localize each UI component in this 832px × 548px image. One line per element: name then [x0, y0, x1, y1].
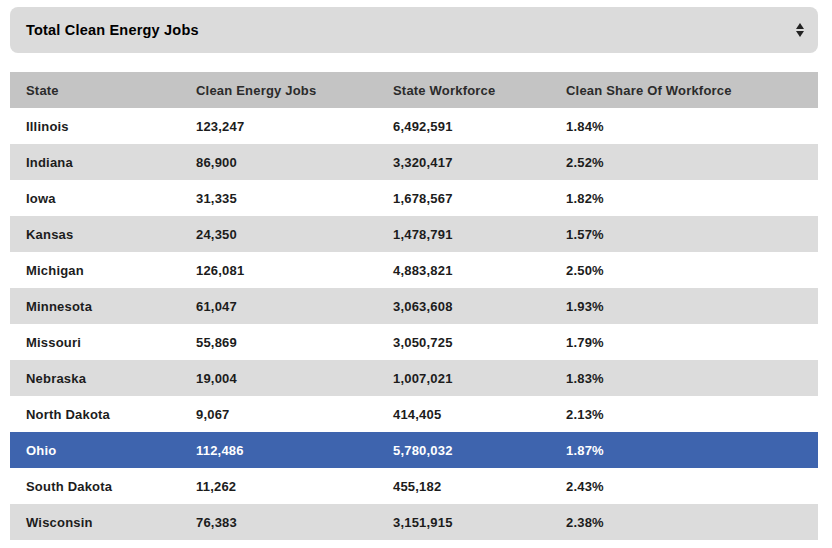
- cell-share: 2.38%: [550, 515, 818, 530]
- cell-workforce: 3,151,915: [377, 515, 550, 530]
- cell-jobs: 9,067: [180, 407, 377, 422]
- cell-state: Missouri: [10, 335, 180, 350]
- table-row[interactable]: Missouri55,8693,050,7251.79%: [10, 324, 818, 360]
- column-header-share: Clean Share Of Workforce: [550, 83, 818, 98]
- table-row[interactable]: Nebraska19,0041,007,0211.83%: [10, 360, 818, 396]
- metric-select[interactable]: Total Clean Energy Jobs: [10, 7, 818, 53]
- cell-share: 2.52%: [550, 155, 818, 170]
- cell-share: 2.13%: [550, 407, 818, 422]
- cell-jobs: 55,869: [180, 335, 377, 350]
- table-row[interactable]: North Dakota9,067414,4052.13%: [10, 396, 818, 432]
- cell-workforce: 1,007,021: [377, 371, 550, 386]
- cell-jobs: 11,262: [180, 479, 377, 494]
- table-header-row: State Clean Energy Jobs State Workforce …: [10, 72, 818, 108]
- cell-workforce: 3,050,725: [377, 335, 550, 350]
- cell-workforce: 1,678,567: [377, 191, 550, 206]
- cell-state: North Dakota: [10, 407, 180, 422]
- cell-share: 1.87%: [550, 443, 818, 458]
- table-row[interactable]: Kansas24,3501,478,7911.57%: [10, 216, 818, 252]
- cell-workforce: 4,883,821: [377, 263, 550, 278]
- metric-select-value: Total Clean Energy Jobs: [26, 22, 199, 38]
- select-spinner-icon: [796, 23, 804, 37]
- table-row[interactable]: South Dakota11,262455,1822.43%: [10, 468, 818, 504]
- cell-state: Ohio: [10, 443, 180, 458]
- cell-share: 2.50%: [550, 263, 818, 278]
- table-row[interactable]: Iowa31,3351,678,5671.82%: [10, 180, 818, 216]
- cell-state: South Dakota: [10, 479, 180, 494]
- state-jobs-table: State Clean Energy Jobs State Workforce …: [10, 72, 818, 540]
- column-header-state: State: [10, 83, 180, 98]
- table-body: Illinois123,2476,492,5911.84%Indiana86,9…: [10, 108, 818, 540]
- table-row[interactable]: Minnesota61,0473,063,6081.93%: [10, 288, 818, 324]
- cell-state: Wisconsin: [10, 515, 180, 530]
- cell-workforce: 414,405: [377, 407, 550, 422]
- cell-state: Illinois: [10, 119, 180, 134]
- column-header-jobs: Clean Energy Jobs: [180, 83, 377, 98]
- cell-state: Kansas: [10, 227, 180, 242]
- cell-jobs: 112,486: [180, 443, 377, 458]
- cell-workforce: 6,492,591: [377, 119, 550, 134]
- cell-jobs: 19,004: [180, 371, 377, 386]
- cell-jobs: 126,081: [180, 263, 377, 278]
- table-row[interactable]: Michigan126,0814,883,8212.50%: [10, 252, 818, 288]
- cell-state: Minnesota: [10, 299, 180, 314]
- arrow-up-icon: [796, 23, 804, 29]
- cell-jobs: 123,247: [180, 119, 377, 134]
- cell-jobs: 31,335: [180, 191, 377, 206]
- cell-jobs: 61,047: [180, 299, 377, 314]
- table-row[interactable]: Indiana86,9003,320,4172.52%: [10, 144, 818, 180]
- cell-state: Michigan: [10, 263, 180, 278]
- cell-share: 1.82%: [550, 191, 818, 206]
- cell-share: 2.43%: [550, 479, 818, 494]
- cell-workforce: 5,780,032: [377, 443, 550, 458]
- cell-share: 1.57%: [550, 227, 818, 242]
- cell-workforce: 3,320,417: [377, 155, 550, 170]
- cell-share: 1.93%: [550, 299, 818, 314]
- cell-workforce: 455,182: [377, 479, 550, 494]
- cell-jobs: 24,350: [180, 227, 377, 242]
- cell-state: Indiana: [10, 155, 180, 170]
- clean-energy-jobs-widget: Total Clean Energy Jobs State Clean Ener…: [0, 0, 832, 548]
- cell-state: Iowa: [10, 191, 180, 206]
- column-header-workforce: State Workforce: [377, 83, 550, 98]
- arrow-down-icon: [796, 31, 804, 37]
- table-row[interactable]: Illinois123,2476,492,5911.84%: [10, 108, 818, 144]
- cell-share: 1.83%: [550, 371, 818, 386]
- table-row-selected[interactable]: Ohio112,4865,780,0321.87%: [10, 432, 818, 468]
- table-row[interactable]: Wisconsin76,3833,151,9152.38%: [10, 504, 818, 540]
- cell-workforce: 1,478,791: [377, 227, 550, 242]
- cell-share: 1.79%: [550, 335, 818, 350]
- cell-state: Nebraska: [10, 371, 180, 386]
- cell-workforce: 3,063,608: [377, 299, 550, 314]
- cell-jobs: 76,383: [180, 515, 377, 530]
- cell-share: 1.84%: [550, 119, 818, 134]
- cell-jobs: 86,900: [180, 155, 377, 170]
